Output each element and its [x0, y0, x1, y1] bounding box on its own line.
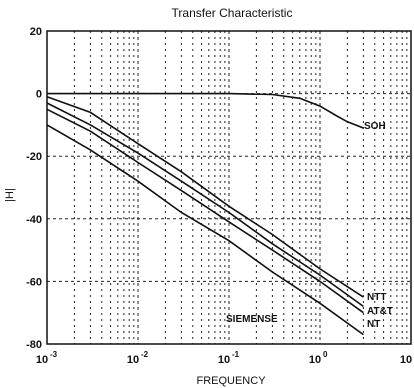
- series-label-nt: NT: [367, 319, 380, 330]
- y-tick-label: -40: [26, 214, 42, 226]
- x-tick-label: 10 -2: [127, 350, 149, 366]
- x-tick-label: 101: [400, 354, 412, 366]
- plot-frame: [46, 30, 412, 345]
- x-tick-exponent: -1: [232, 350, 240, 359]
- x-tick-exponent: -2: [141, 350, 149, 359]
- series-line-at-t: [46, 102, 364, 308]
- x-tick-base: 10: [127, 354, 139, 366]
- series-line-soh: [47, 92, 364, 129]
- series-line-nt: [46, 108, 364, 314]
- curves: [46, 92, 364, 336]
- series-line-ntt: [46, 95, 364, 298]
- chart-title: Transfer Characteristic: [172, 6, 293, 20]
- y-tick-labels: 20 0 -20 -40 -60 -80: [26, 26, 42, 351]
- y-tick-label: -80: [26, 339, 42, 351]
- y-tick-label: -60: [26, 276, 42, 288]
- y-tick-label: 20: [30, 26, 42, 38]
- y-tick-label: -20: [26, 151, 42, 163]
- x-tick-label: 10 -1: [218, 350, 240, 366]
- x-tick-label: 10 -3: [36, 350, 58, 366]
- grid: [47, 31, 411, 344]
- series-label-siemense: SIEMENSE: [226, 314, 278, 325]
- series-label-soh: SOH: [364, 121, 386, 132]
- x-tick-base: 10: [309, 354, 321, 366]
- series-labels: SOH NTT AT&T NT SIEMENSE: [226, 121, 393, 330]
- x-axis-label: FREQUENCY: [196, 375, 266, 387]
- series-line-siemense: [46, 124, 364, 336]
- x-tick-base: 10: [400, 354, 412, 366]
- y-axis-label: |H|: [4, 188, 16, 202]
- y-tick-label: 0: [36, 89, 42, 101]
- x-tick-labels: 10-310-210-1100101: [36, 350, 412, 366]
- x-tick-label: 10 0: [309, 350, 328, 366]
- x-tick-exponent: 0: [323, 350, 328, 359]
- series-label-at-t: AT&T: [367, 306, 393, 317]
- x-tick-exponent: -3: [50, 350, 58, 359]
- x-tick-base: 10: [218, 354, 230, 366]
- x-tick-base: 10: [36, 354, 48, 366]
- series-label-ntt: NTT: [367, 292, 386, 303]
